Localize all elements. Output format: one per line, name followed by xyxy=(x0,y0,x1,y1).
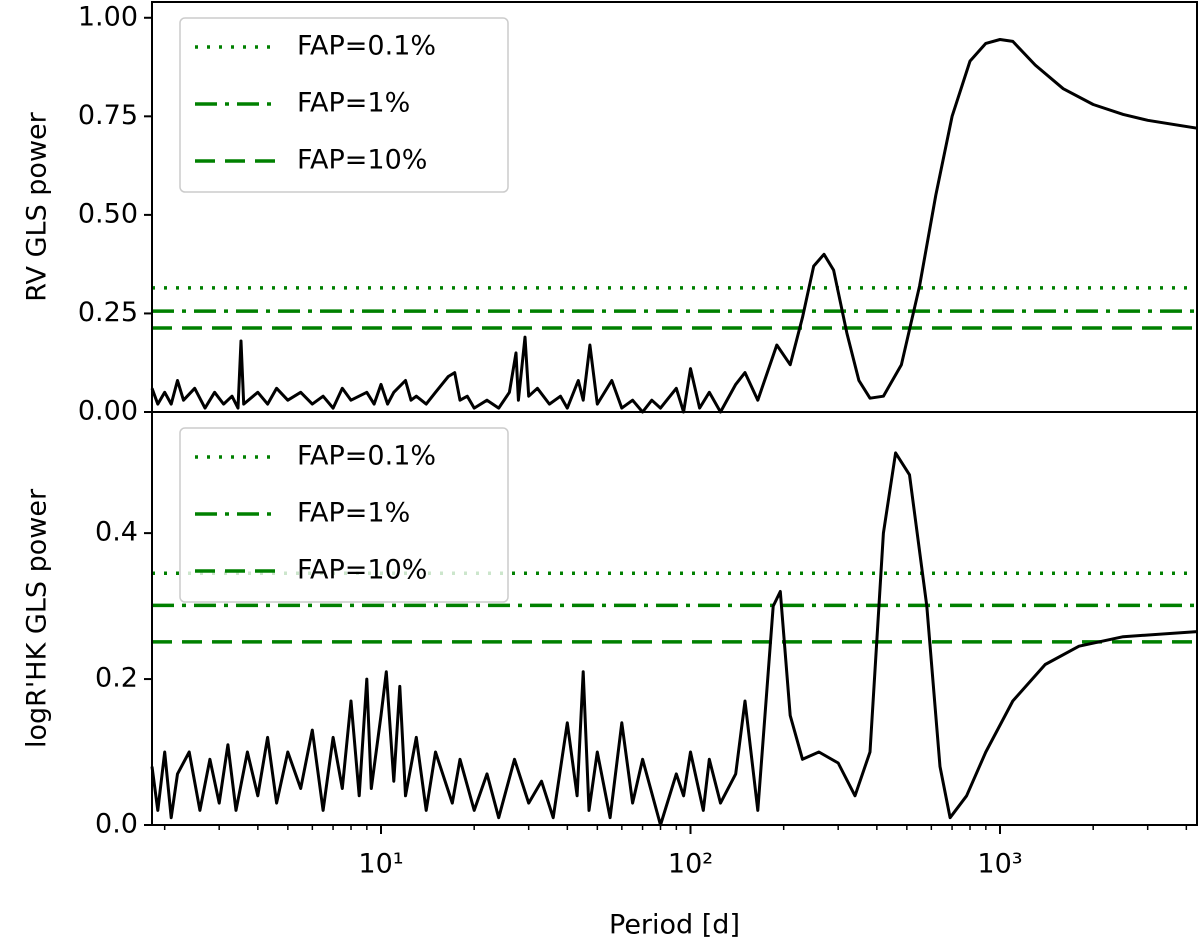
y-tick-label: 0.2 xyxy=(95,663,138,694)
y-tick-label: 0.25 xyxy=(78,297,138,328)
y-tick-label: 0.0 xyxy=(95,809,138,840)
legend-label: FAP=1% xyxy=(297,498,410,529)
x-tick-label: 10³ xyxy=(977,849,1022,880)
legend: FAP=0.1% FAP=1% FAP=10% xyxy=(179,17,509,193)
legend-box xyxy=(179,17,509,193)
legend-label: FAP=0.1% xyxy=(297,31,436,62)
legend-label: FAP=0.1% xyxy=(297,441,436,472)
y-axis-label: RV GLS power xyxy=(22,111,53,301)
axes-frame xyxy=(151,411,1198,826)
legend-box xyxy=(179,427,509,603)
power-curve xyxy=(150,38,1198,414)
y-tick-label: 0.75 xyxy=(78,100,138,131)
legend-label: FAP=1% xyxy=(297,88,410,119)
legend: FAP=0.1% FAP=1% FAP=10% xyxy=(179,427,509,603)
x-axis-label: Period [d] xyxy=(609,910,740,941)
y-tick-label: 1.00 xyxy=(78,1,138,32)
y-tick-label: 0.4 xyxy=(95,517,138,548)
legend-label: FAP=10% xyxy=(297,555,427,586)
y-tick-label: 0.50 xyxy=(78,198,138,229)
y-tick-label: 0.00 xyxy=(78,396,138,427)
legend-label: FAP=10% xyxy=(297,145,427,176)
x-tick-label: 10¹ xyxy=(358,849,403,880)
x-tick-label: 10² xyxy=(668,849,713,880)
y-axis-label: logR'HK GLS power xyxy=(22,488,53,748)
power-curve xyxy=(150,451,1198,827)
